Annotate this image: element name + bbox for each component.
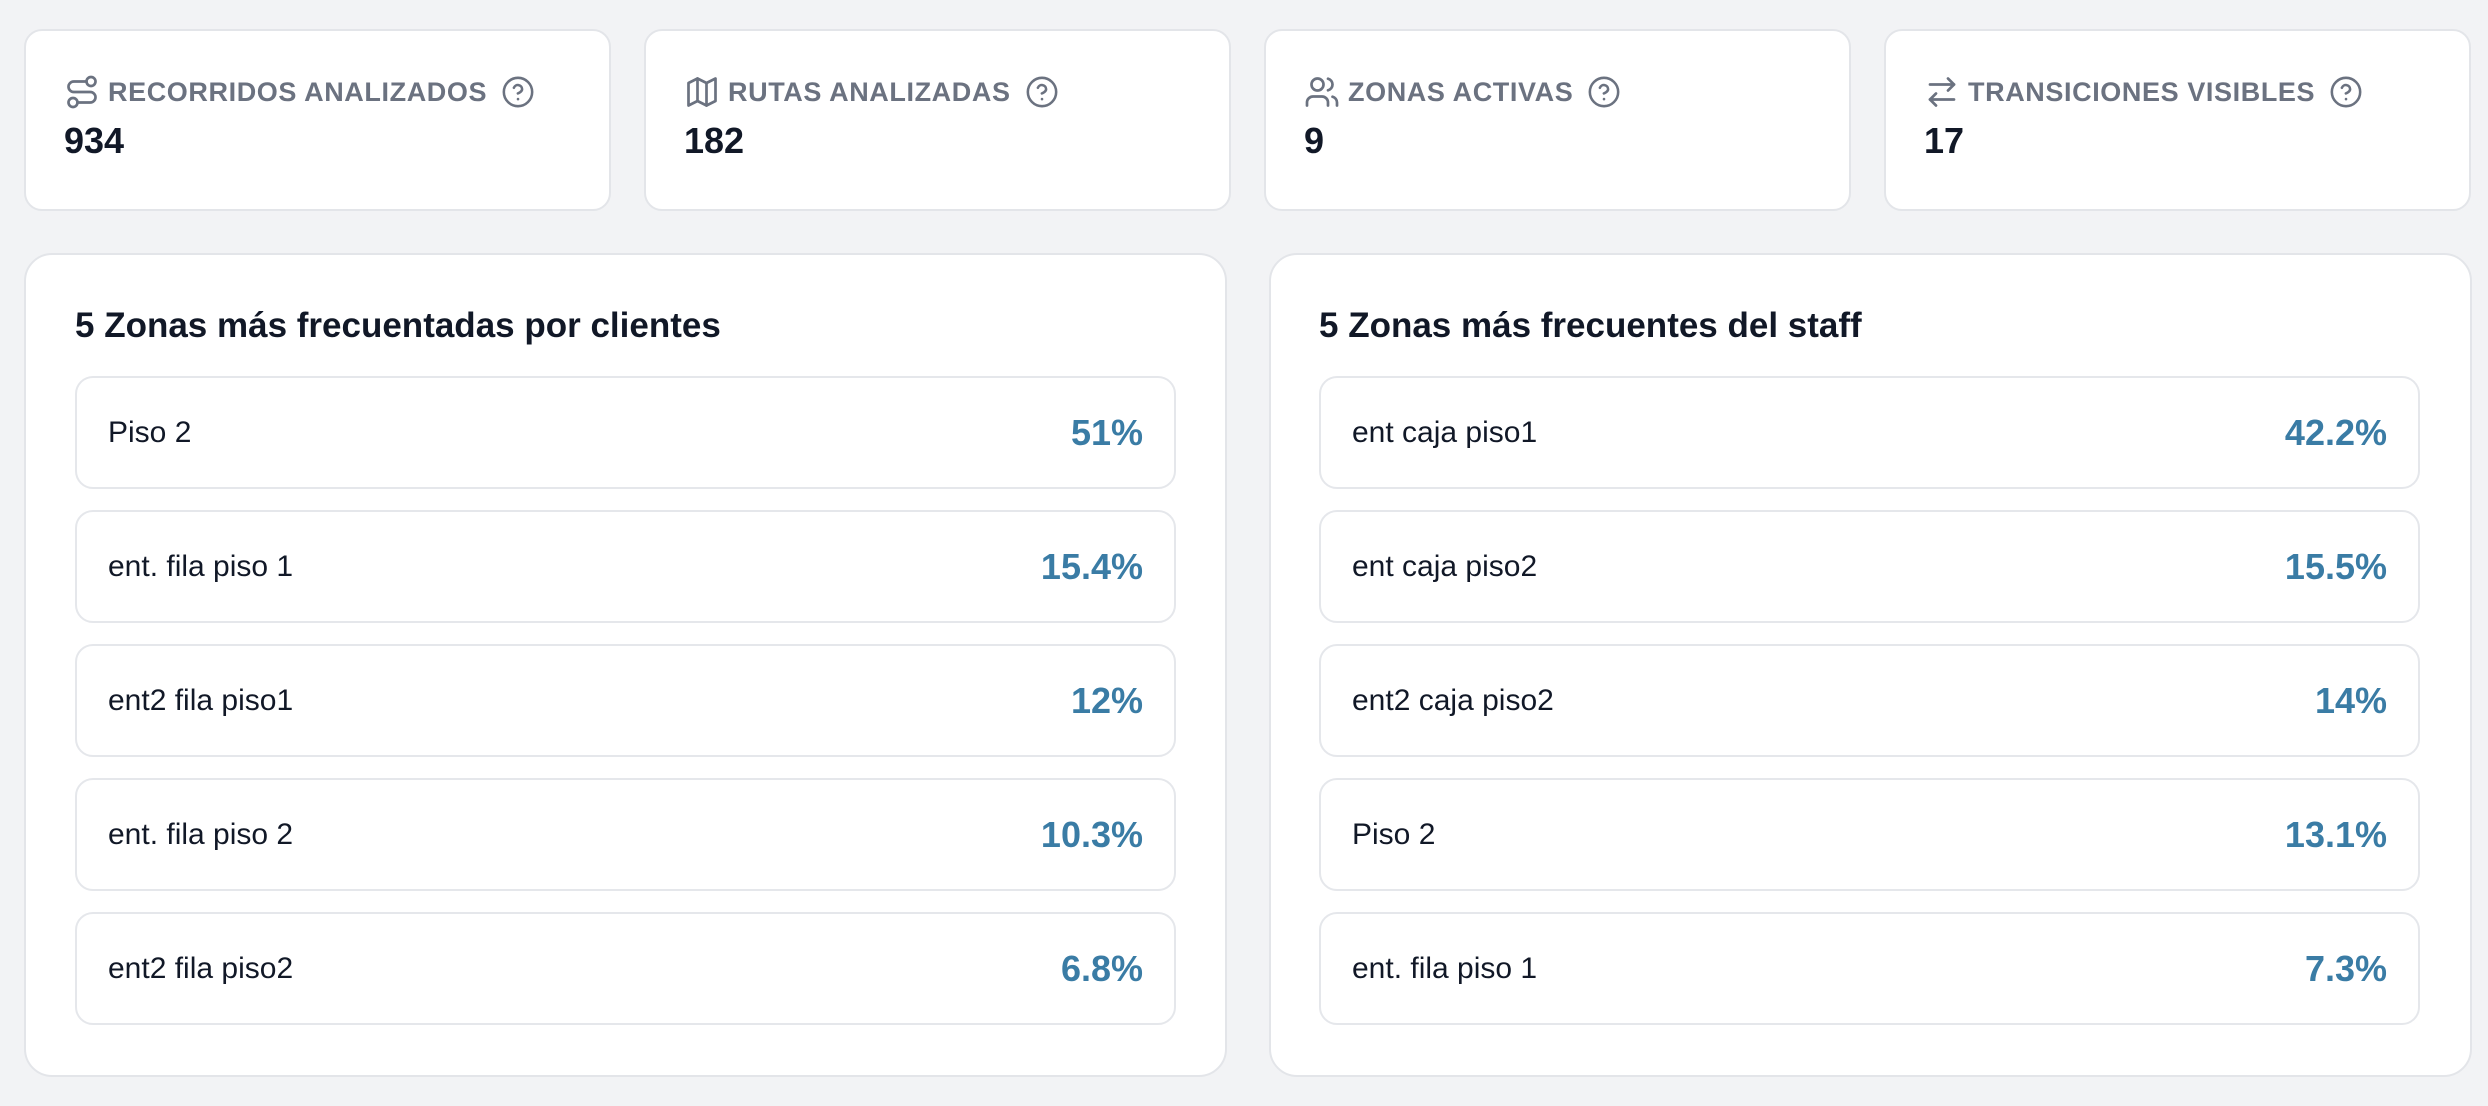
users-icon xyxy=(1305,77,1339,107)
zone-percentage: 15.5% xyxy=(2284,545,2387,587)
zone-percentage: 15.4% xyxy=(1040,545,1143,587)
zone-label: ent. fila piso 2 xyxy=(108,817,294,851)
help-circle-icon[interactable] xyxy=(2329,75,2363,109)
kpi-value-transiciones: 17 xyxy=(1924,120,1965,161)
staff-panel-title: 5 Zonas más frecuentes del staff xyxy=(1319,306,1862,345)
clientes-panel-title: 5 Zonas más frecuentadas por clientes xyxy=(75,306,721,345)
zone-label: ent caja piso2 xyxy=(1352,549,1538,583)
clientes-zone-row: ent. fila piso 1 15.4% xyxy=(75,510,1176,623)
staff-zone-row: ent caja piso1 42.2% xyxy=(1319,376,2420,489)
kpi-value-zonas: 9 xyxy=(1304,120,1325,161)
clientes-zone-row: ent2 fila piso2 6.8% xyxy=(75,912,1176,1025)
zone-label: ent. fila piso 1 xyxy=(1352,951,1538,985)
kpi-value-rutas: 182 xyxy=(684,120,745,161)
staff-zone-row: Piso 2 13.1% xyxy=(1319,778,2420,891)
help-circle-icon[interactable] xyxy=(501,75,535,109)
kpi-card-transiciones xyxy=(1884,29,2471,211)
zone-label: ent2 caja piso2 xyxy=(1352,683,1554,717)
kpi-card-rutas xyxy=(644,29,1231,211)
zone-label: Piso 2 xyxy=(108,415,192,449)
clientes-zone-row: ent. fila piso 2 10.3% xyxy=(75,778,1176,891)
staff-zone-row: ent. fila piso 1 7.3% xyxy=(1319,912,2420,1025)
zone-percentage: 12% xyxy=(1070,679,1143,721)
help-circle-icon[interactable] xyxy=(1025,75,1059,109)
zone-label: ent2 fila piso2 xyxy=(108,951,294,985)
kpi-header-zonas: ZONAS ACTIVAS xyxy=(1304,72,1621,112)
clientes-zone-row: ent2 fila piso1 12% xyxy=(75,644,1176,757)
transfer-arrows-icon xyxy=(1928,77,1956,107)
kpi-card-recorridos xyxy=(24,29,611,211)
zone-label: ent. fila piso 1 xyxy=(108,549,294,583)
staff-zone-row: ent caja piso2 15.5% xyxy=(1319,510,2420,623)
staff-zone-row: ent2 caja piso2 14% xyxy=(1319,644,2420,757)
help-circle-icon[interactable] xyxy=(1587,75,1621,109)
kpi-value-recorridos: 934 xyxy=(64,120,125,161)
zone-percentage: 51% xyxy=(1070,411,1143,453)
route-icon xyxy=(67,75,97,109)
kpi-header-rutas: RUTAS ANALIZADAS xyxy=(684,72,1059,112)
kpi-header-transiciones: TRANSICIONES VISIBLES xyxy=(1924,72,2363,112)
zone-percentage: 6.8% xyxy=(1060,947,1143,989)
kpi-label-rutas: RUTAS ANALIZADAS xyxy=(728,76,1011,107)
zone-percentage: 42.2% xyxy=(2284,411,2387,453)
kpi-label-transiciones: TRANSICIONES VISIBLES xyxy=(1968,76,2316,107)
zone-label: Piso 2 xyxy=(1352,817,1436,851)
map-icon xyxy=(687,77,717,107)
kpi-card-zonas xyxy=(1264,29,1851,211)
zone-percentage: 14% xyxy=(2314,679,2387,721)
kpi-header-recorridos: RECORRIDOS ANALIZADOS xyxy=(64,72,535,112)
zone-label: ent caja piso1 xyxy=(1352,415,1538,449)
zone-percentage: 13.1% xyxy=(2284,813,2387,855)
clientes-zone-row: Piso 2 51% xyxy=(75,376,1176,489)
kpi-label-recorridos: RECORRIDOS ANALIZADOS xyxy=(108,76,488,107)
kpi-label-zonas: ZONAS ACTIVAS xyxy=(1348,76,1574,107)
zone-percentage: 7.3% xyxy=(2304,947,2387,989)
zone-percentage: 10.3% xyxy=(1040,813,1143,855)
zone-label: ent2 fila piso1 xyxy=(108,683,294,717)
